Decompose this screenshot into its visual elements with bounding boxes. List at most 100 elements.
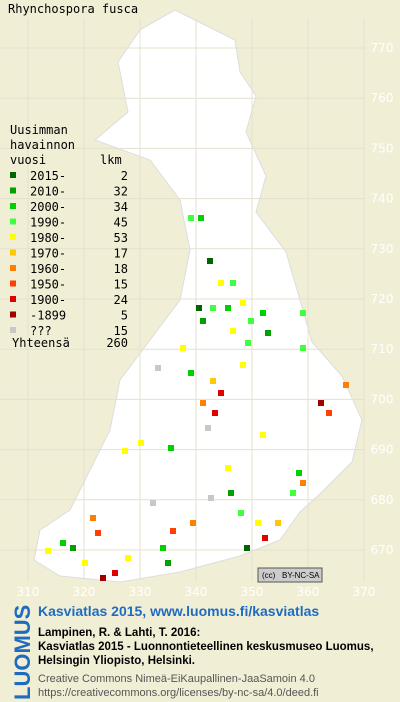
finland-outline bbox=[33, 9, 363, 583]
observation-square bbox=[112, 570, 118, 576]
x-axis-label: 320 bbox=[73, 585, 96, 599]
citation: Helsingin Yliopisto, Helsinki. bbox=[38, 655, 195, 667]
legend-column: lkm bbox=[100, 153, 122, 167]
observation-square bbox=[150, 500, 156, 506]
x-axis-label: 340 bbox=[185, 585, 208, 599]
observation-square bbox=[82, 560, 88, 566]
observation-square bbox=[165, 560, 171, 566]
legend-count: 2 bbox=[121, 169, 128, 183]
legend-swatch bbox=[10, 203, 16, 209]
legend-label: 1950- bbox=[30, 278, 66, 292]
observation-square bbox=[300, 345, 306, 351]
legend-count: 17 bbox=[114, 247, 128, 261]
legend-label: ??? bbox=[30, 324, 52, 338]
observation-square bbox=[255, 520, 261, 526]
svg-text:(cc): (cc) bbox=[262, 571, 276, 580]
observation-square bbox=[180, 345, 186, 351]
observation-square bbox=[230, 328, 236, 334]
y-axis-label: 710 bbox=[371, 342, 394, 356]
x-axis-label: 360 bbox=[297, 585, 320, 599]
observation-square bbox=[225, 305, 231, 311]
observation-square bbox=[240, 362, 246, 368]
legend-count: 32 bbox=[114, 185, 128, 199]
observation-square bbox=[300, 480, 306, 486]
observation-square bbox=[260, 310, 266, 316]
legend-swatch bbox=[10, 327, 16, 333]
observation-square bbox=[198, 215, 204, 221]
observation-square bbox=[238, 510, 244, 516]
legend-count: 53 bbox=[114, 231, 128, 245]
x-axis-label: 350 bbox=[241, 585, 264, 599]
legend-label: 1960- bbox=[30, 262, 66, 276]
observation-square bbox=[122, 448, 128, 454]
y-axis-label: 770 bbox=[371, 41, 394, 55]
observation-square bbox=[225, 465, 231, 471]
legend-count: 34 bbox=[114, 200, 128, 214]
observation-square bbox=[210, 378, 216, 384]
observation-square bbox=[205, 425, 211, 431]
y-axis-label: 730 bbox=[371, 242, 394, 256]
observation-square bbox=[240, 300, 246, 306]
legend-heading: havainnon bbox=[10, 138, 75, 152]
observation-square bbox=[45, 548, 51, 554]
observation-square bbox=[95, 530, 101, 536]
badge-text: BY-NC-SA bbox=[282, 571, 320, 580]
citation: Lampinen, R. & Lahti, T. 2016: bbox=[38, 627, 200, 639]
legend-column: vuosi bbox=[10, 153, 46, 167]
legend-count: 5 bbox=[121, 309, 128, 323]
legend-swatch bbox=[10, 280, 16, 287]
observation-square bbox=[196, 305, 202, 311]
legend-count: 45 bbox=[114, 216, 128, 230]
observation-square bbox=[343, 382, 349, 388]
observation-square bbox=[265, 330, 271, 336]
legend-count: 18 bbox=[114, 262, 128, 276]
legend-swatch bbox=[10, 311, 16, 318]
legend-swatch bbox=[10, 218, 16, 225]
y-axis-label: 720 bbox=[371, 292, 394, 306]
observation-square bbox=[248, 318, 254, 324]
observation-square bbox=[70, 545, 76, 551]
legend-label: 2000- bbox=[30, 200, 66, 214]
observation-square bbox=[210, 305, 216, 311]
observation-square bbox=[155, 365, 161, 371]
logo: LUOMUS bbox=[10, 605, 35, 700]
cc-badge: (cc) BY-NC-SA bbox=[257, 567, 323, 583]
observation-square bbox=[230, 280, 236, 286]
y-axis-label: 690 bbox=[371, 443, 394, 457]
legend-total-label: Yhteensä bbox=[12, 336, 70, 350]
y-axis-label: 700 bbox=[371, 392, 394, 406]
citation: Kasviatlas 2015 - Luonnontieteellinen ke… bbox=[38, 641, 374, 653]
legend-label: 1900- bbox=[30, 293, 66, 307]
legend-label: 1980- bbox=[30, 231, 66, 245]
observation-square bbox=[245, 340, 251, 346]
x-axis-label: 310 bbox=[17, 585, 40, 599]
y-axis-label: 670 bbox=[371, 543, 394, 557]
observation-square bbox=[290, 490, 296, 496]
species-title: Rhynchospora fusca bbox=[8, 2, 138, 16]
legend-label: 2010- bbox=[30, 185, 66, 199]
observation-square bbox=[262, 535, 268, 541]
license: https://creativecommons.org/licenses/by-… bbox=[38, 687, 319, 699]
legend-swatch bbox=[10, 265, 16, 271]
observation-square bbox=[200, 400, 206, 406]
observation-square bbox=[90, 515, 96, 521]
observation-square bbox=[218, 280, 224, 286]
observation-square bbox=[188, 215, 194, 221]
legend-swatch bbox=[10, 187, 16, 194]
y-axis-label: 750 bbox=[371, 141, 394, 155]
y-axis-label: 680 bbox=[371, 493, 394, 507]
y-axis-label: 740 bbox=[371, 192, 394, 206]
legend-swatch bbox=[10, 249, 16, 256]
headline: Kasviatlas 2015, www.luomus.fi/kasviatla… bbox=[38, 603, 319, 619]
observation-square bbox=[207, 258, 213, 264]
legend-total-count: 260 bbox=[106, 336, 128, 350]
x-axis-label: 330 bbox=[129, 585, 152, 599]
observation-square bbox=[208, 495, 214, 501]
x-axis-label: 370 bbox=[353, 585, 376, 599]
legend-count: 15 bbox=[114, 278, 128, 292]
y-axis-label: 760 bbox=[371, 91, 394, 105]
observation-square bbox=[326, 410, 332, 416]
legend-label: 2015- bbox=[30, 169, 66, 183]
observation-square bbox=[190, 520, 196, 526]
